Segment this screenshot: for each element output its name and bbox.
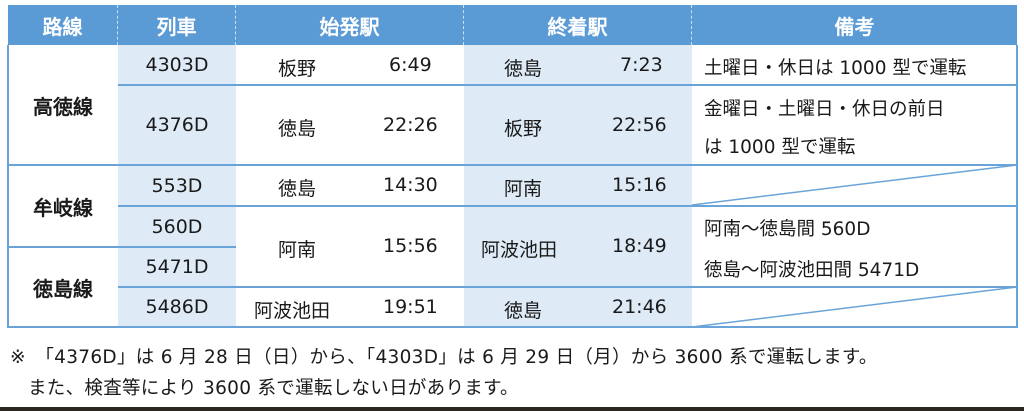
arrival-station: 徳島 xyxy=(504,58,543,80)
header-line: 路線 xyxy=(8,5,118,45)
departure-time: 19:51 xyxy=(383,296,438,318)
train-number: 5486D xyxy=(145,296,209,318)
arrival-time: 21:46 xyxy=(612,296,667,318)
line-tokushima: 徳島線 xyxy=(33,276,93,301)
header-arrival: 終着駅 xyxy=(464,5,692,45)
arrival-station: 阿南 xyxy=(504,178,543,200)
departure-station: 阿波池田 xyxy=(254,300,331,322)
train-number: 5471D xyxy=(145,256,209,278)
border xyxy=(7,326,1018,328)
arrival-station: 板野 xyxy=(504,118,543,140)
remark: 阿南～徳島間 560D xyxy=(704,219,871,240)
train-number: 553D xyxy=(151,174,203,197)
line-kotoku: 高徳線 xyxy=(33,94,93,119)
header-train: 列車 xyxy=(118,5,236,45)
border xyxy=(7,164,1018,166)
footnote: ※ 「4376D」は 6 月 28 日（日）から、「4303D」は 6 月 29… xyxy=(10,347,878,368)
departure-station: 阿南 xyxy=(278,239,317,261)
border xyxy=(7,45,9,328)
arrival-time: 18:49 xyxy=(612,235,667,257)
train-column-bg xyxy=(118,45,236,327)
border xyxy=(118,286,1017,288)
departure-station: 板野 xyxy=(278,58,317,80)
line-mugi: 牟岐線 xyxy=(33,195,93,220)
arrival-column-bg xyxy=(464,45,692,327)
departure-time: 22:26 xyxy=(383,114,438,136)
header-remarks: 備考 xyxy=(692,5,1017,45)
border xyxy=(118,84,1017,86)
arrival-station: 徳島 xyxy=(504,300,543,322)
train-number: 560D xyxy=(151,215,203,238)
empty-cell-diagonal xyxy=(691,286,1018,328)
remark: 金曜日・土曜日・休日の前日 xyxy=(704,99,945,120)
arrival-time: 7:23 xyxy=(620,54,663,76)
remark: 土曜日・休日は 1000 型で運転 xyxy=(704,58,967,79)
bottom-edge xyxy=(0,407,1024,411)
departure-time: 14:30 xyxy=(383,174,438,196)
remark: は 1000 型で運転 xyxy=(704,137,856,158)
empty-cell-diagonal xyxy=(691,164,1018,206)
border xyxy=(118,205,1017,207)
remark: 徳島～阿波池田間 5471D xyxy=(704,260,920,281)
departure-station: 徳島 xyxy=(278,118,317,140)
departure-time: 15:56 xyxy=(383,235,438,257)
departure-station: 徳島 xyxy=(278,178,317,200)
border xyxy=(7,246,236,248)
border xyxy=(1016,45,1018,328)
departure-time: 6:49 xyxy=(389,54,432,76)
arrival-time: 22:56 xyxy=(612,114,667,136)
footnote: また、検査等により 3600 系で運転しない日があります。 xyxy=(28,378,519,399)
arrival-time: 15:16 xyxy=(612,174,667,196)
header-departure: 始発駅 xyxy=(236,5,464,45)
train-number: 4376D xyxy=(145,114,209,136)
arrival-station: 阿波池田 xyxy=(481,239,558,261)
train-number: 4303D xyxy=(145,54,209,76)
